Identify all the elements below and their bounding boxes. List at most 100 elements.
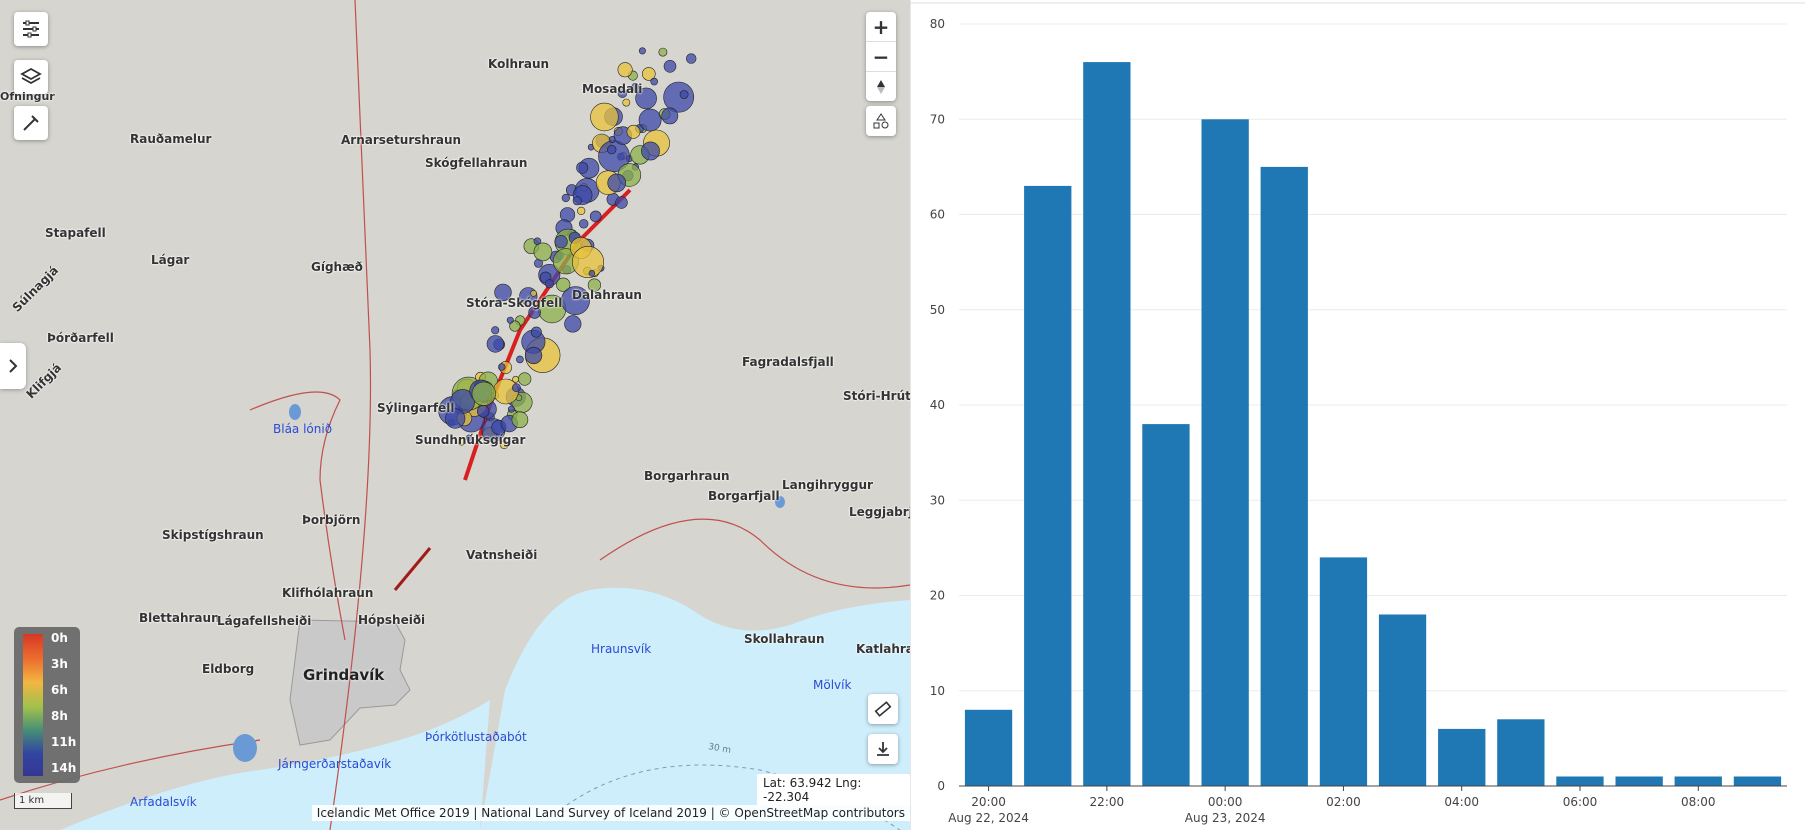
- place-label: Eldborg: [202, 662, 255, 676]
- bar: [1497, 719, 1545, 786]
- earthquake-marker[interactable]: [635, 87, 657, 110]
- earthquake-marker[interactable]: [631, 83, 640, 91]
- bar: [1556, 776, 1604, 786]
- earthquake-marker[interactable]: [530, 326, 542, 338]
- earthquake-marker[interactable]: [663, 81, 695, 113]
- earthquake-marker[interactable]: [564, 315, 582, 333]
- earthquake-marker[interactable]: [661, 107, 679, 125]
- scale-bar: 1 km: [14, 793, 72, 809]
- place-label: Blettahraun: [139, 611, 220, 625]
- y-tick-label: 60: [930, 208, 945, 222]
- earthquake-marker[interactable]: [494, 283, 512, 302]
- earthquake-marker[interactable]: [658, 47, 668, 57]
- place-label: Stapafell: [45, 226, 106, 240]
- x-tick-date-label: Aug 23, 2024: [1185, 811, 1266, 825]
- earthquake-marker[interactable]: [554, 235, 568, 249]
- earthquake-marker[interactable]: [638, 47, 646, 55]
- earthquake-marker[interactable]: [650, 77, 659, 86]
- earthquake-marker[interactable]: [571, 246, 604, 279]
- earthquake-marker[interactable]: [561, 193, 570, 203]
- compass-north-icon[interactable]: [866, 72, 896, 101]
- earthquake-marker[interactable]: [588, 269, 596, 277]
- earthquake-marker[interactable]: [471, 381, 496, 406]
- zoom-out-button[interactable]: −: [866, 42, 896, 72]
- earthquake-marker[interactable]: [465, 434, 473, 442]
- ruler-icon[interactable]: [868, 694, 898, 724]
- earthquake-marker[interactable]: [587, 278, 602, 292]
- place-label: Borgarfjall: [708, 489, 780, 503]
- earthquake-marker[interactable]: [445, 408, 466, 429]
- earthquake-marker[interactable]: [607, 173, 627, 193]
- place-label: Stóra-Skógfell: [466, 296, 563, 310]
- earthquake-marker[interactable]: [638, 108, 662, 132]
- earthquake-markers[interactable]: [0, 0, 910, 830]
- earthquake-marker[interactable]: [576, 161, 589, 174]
- earthquake-marker[interactable]: [498, 363, 506, 371]
- water-label: Bláa lónið: [273, 422, 333, 436]
- bar: [1615, 776, 1663, 786]
- earthquake-count-chart: 0 10 20 30 40 50 60 70 80 20:00 Aug 22, 2024 22:00 0…: [911, 2, 1805, 825]
- earthquake-marker[interactable]: [617, 62, 633, 78]
- earthquake-marker[interactable]: [524, 346, 543, 365]
- zoom-in-button[interactable]: +: [866, 12, 896, 42]
- cursor-coordinates: Lat: 63.942 Lng: -22.304: [757, 774, 910, 806]
- earthquake-marker[interactable]: [530, 289, 537, 297]
- earthquake-marker[interactable]: [477, 405, 490, 418]
- earthquake-marker[interactable]: [511, 411, 529, 429]
- place-label: Katlahraun: [856, 642, 910, 656]
- earthquake-marker[interactable]: [572, 196, 582, 206]
- earthquake-marker[interactable]: [626, 124, 641, 139]
- x-tick-label: 08:00: [1681, 795, 1716, 809]
- water-label: Járngerðarstaðavík: [278, 757, 392, 771]
- earthquake-marker[interactable]: [685, 53, 697, 64]
- earthquake-marker[interactable]: [641, 141, 660, 161]
- earthquake-marker[interactable]: [577, 206, 586, 215]
- download-icon[interactable]: [868, 734, 898, 764]
- earthquake-marker[interactable]: [512, 383, 521, 393]
- earthquake-marker[interactable]: [457, 437, 466, 446]
- earthquake-marker[interactable]: [606, 144, 617, 155]
- earthquake-marker[interactable]: [533, 242, 553, 262]
- place-label: Vatnsheiði: [466, 548, 538, 562]
- earthquake-marker[interactable]: [518, 372, 532, 386]
- earthquake-marker[interactable]: [589, 210, 602, 223]
- layers-icon[interactable]: [14, 60, 48, 94]
- legend-label: 11h: [51, 735, 77, 749]
- earthquake-marker[interactable]: [499, 440, 509, 450]
- legend-gradient: [23, 634, 43, 776]
- earthquake-marker[interactable]: [506, 316, 514, 324]
- earthquake-marker[interactable]: [509, 320, 521, 332]
- earthquake-marker[interactable]: [590, 102, 619, 132]
- earthquake-marker[interactable]: [617, 88, 628, 98]
- earthquake-marker[interactable]: [556, 277, 571, 292]
- expand-panel-button[interactable]: [0, 343, 26, 389]
- legend-label: 6h: [51, 683, 68, 697]
- earthquake-marker[interactable]: [615, 196, 628, 209]
- earthquake-marker[interactable]: [516, 355, 524, 364]
- earthquake-marker[interactable]: [622, 98, 631, 107]
- earthquake-marker[interactable]: [578, 219, 589, 229]
- place-label: Ofningur: [0, 90, 55, 103]
- earthquake-marker[interactable]: [507, 405, 515, 413]
- shapes-icon[interactable]: [866, 106, 896, 136]
- legend-label: 3h: [51, 657, 68, 671]
- earthquake-marker[interactable]: [528, 306, 541, 319]
- earthquake-marker[interactable]: [544, 279, 554, 289]
- earthquake-marker[interactable]: [663, 60, 677, 73]
- filter-sliders-icon[interactable]: [14, 12, 48, 46]
- bar: [1733, 776, 1782, 786]
- bar: [1024, 185, 1072, 786]
- earthquake-marker[interactable]: [641, 67, 656, 81]
- legend-label: 14h: [51, 761, 77, 775]
- earthquake-marker[interactable]: [486, 335, 505, 353]
- y-tick-label: 40: [930, 398, 945, 412]
- earthquake-marker[interactable]: [679, 90, 689, 99]
- earthquake-marker[interactable]: [512, 375, 519, 383]
- earthquake-marker[interactable]: [491, 326, 500, 335]
- draw-pen-icon[interactable]: [14, 106, 48, 140]
- x-tick-label: 04:00: [1444, 795, 1479, 809]
- earthquake-map[interactable]: Ofningur + − Kolhraun Mosadali Rauðamelu…: [0, 0, 911, 830]
- place-label: Fagradalsfjall: [742, 355, 834, 369]
- earthquake-marker[interactable]: [561, 286, 590, 316]
- place-label: Langihryggur: [782, 478, 873, 492]
